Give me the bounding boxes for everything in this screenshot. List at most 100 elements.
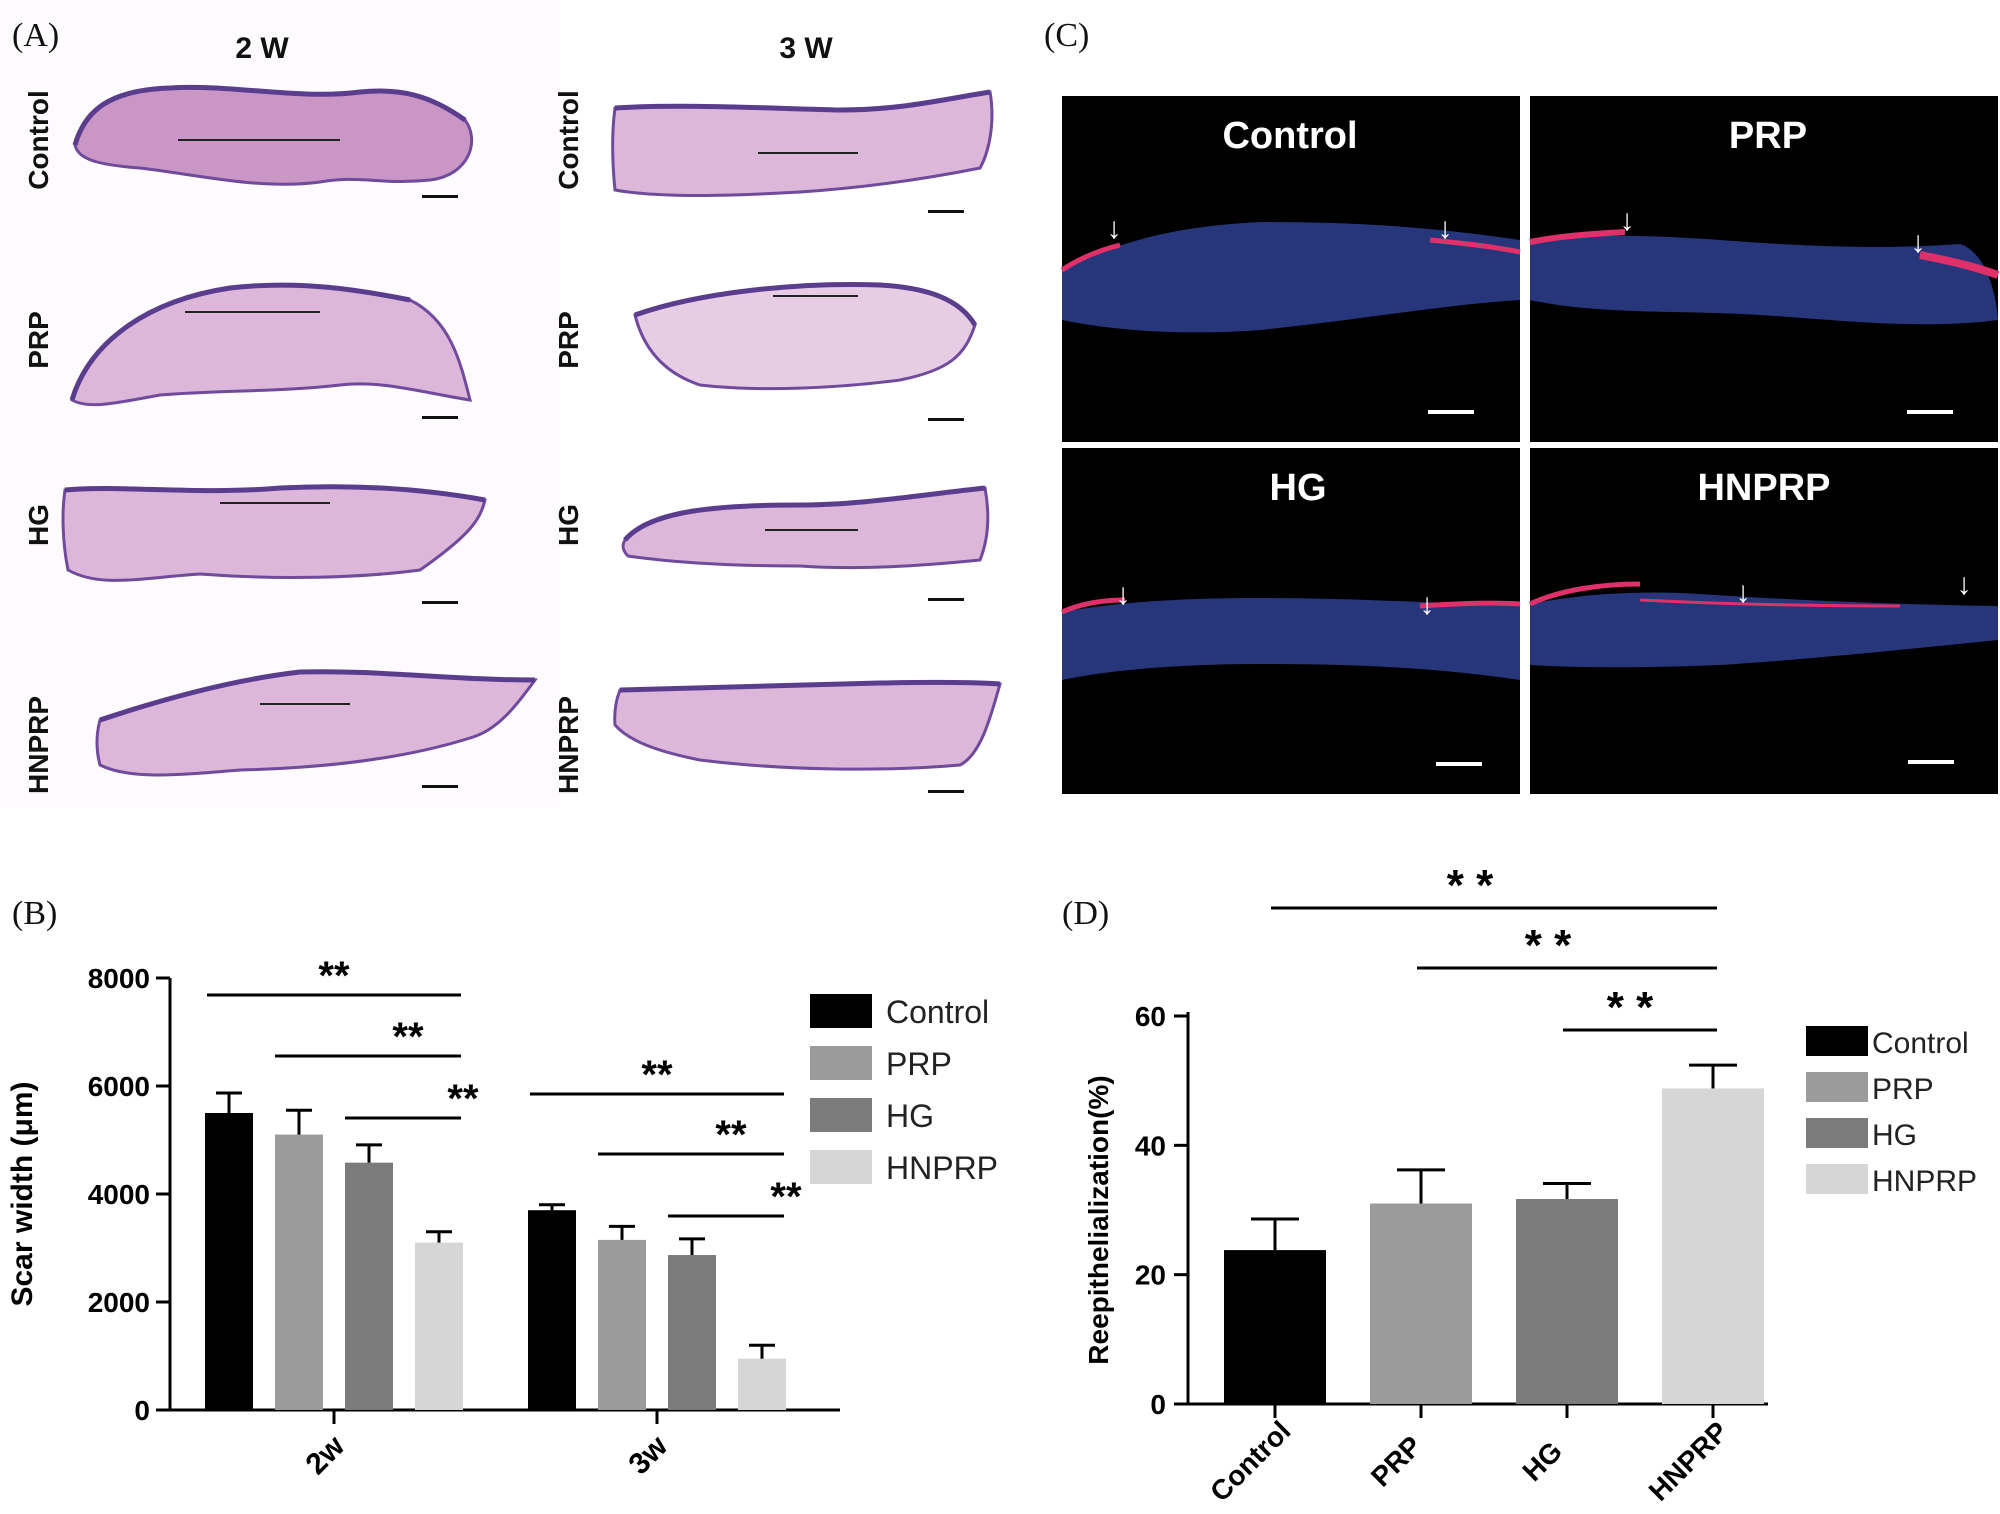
scar-width-chart: 0 2000 4000 6000 8000 Scar width (μm) 2w 3w ** **… [6, 954, 998, 1481]
he-section-hnprp-2w [95, 669, 538, 788]
significance-marker: ** [770, 1175, 802, 1219]
y-tick-label: 6000 [88, 1071, 150, 1102]
x-tick-label: 2w [299, 1429, 351, 1481]
row-label-hnprp-2w: HNPRP [23, 696, 54, 794]
bar-prp-2w [275, 1134, 323, 1410]
row-label-control-2w: Control [23, 90, 54, 190]
x-tick-label: PRP [1365, 1430, 1428, 1493]
he-section-hnprp-3w [613, 679, 1002, 793]
fluor-tile-label-hg: HG [1270, 467, 1327, 509]
arrow-icon: ↓ [1107, 212, 1122, 245]
legend-label-hg: HG [886, 1098, 934, 1134]
fluor-tile-prp: PRP ↓ ↓ [1529, 96, 2000, 442]
he-section-control-2w [72, 84, 474, 198]
y-tick-label: 20 [1135, 1260, 1166, 1291]
legend-label-hnprp: HNPRP [1872, 1165, 1977, 1198]
significance-marker: * * [1525, 921, 1572, 970]
arrow-icon: ↓ [1736, 576, 1751, 609]
panel-d-label: (D) [1062, 895, 1109, 932]
arrow-icon: ↓ [1420, 588, 1435, 621]
y-axis-title: Scar width (μm) [6, 1081, 39, 1306]
x-tick-label: HNPRP [1643, 1416, 1734, 1507]
legend-label-prp: PRP [1872, 1073, 1934, 1106]
legend-label-control: Control [1872, 1027, 1969, 1060]
bar-prp [1370, 1203, 1472, 1404]
he-section-prp-2w [69, 282, 473, 419]
bar-hg-3w [668, 1255, 716, 1410]
significance-marker: ** [715, 1113, 747, 1157]
row-label-prp-3w: PRP [553, 311, 584, 369]
legend-swatch-hg [810, 1098, 872, 1132]
fluor-tile-control: Control ↓ ↓ [1060, 96, 1521, 442]
legend-swatch-control [1806, 1026, 1868, 1056]
legend-swatch-prp [1806, 1072, 1868, 1102]
fluor-tile-hg: HG ↓ ↓ [1060, 448, 1521, 794]
row-label-hnprp-3w: HNPRP [553, 696, 584, 794]
he-section-hg-2w [61, 484, 487, 604]
fluor-tile-label-prp: PRP [1729, 115, 1807, 157]
arrow-icon: ↓ [1620, 204, 1635, 237]
y-tick-label: 60 [1135, 1001, 1166, 1032]
bar-control-3w [528, 1210, 576, 1410]
x-tick-label: Control [1204, 1415, 1296, 1507]
legend-label-prp: PRP [886, 1046, 952, 1082]
significance-marker: ** [641, 1053, 673, 1097]
arrow-icon: ↓ [1957, 568, 1972, 601]
y-tick-label: 40 [1135, 1130, 1166, 1161]
bar-control [1224, 1250, 1326, 1404]
row-label-prp-2w: PRP [23, 311, 54, 369]
arrow-icon: ↓ [1116, 578, 1131, 611]
legend-label-control: Control [886, 994, 989, 1030]
row-label-hg-3w: HG [553, 504, 584, 546]
he-section-control-3w [611, 89, 994, 213]
significance-marker: ** [447, 1077, 479, 1121]
bar-hnprp-3w [738, 1358, 786, 1410]
y-tick-label: 0 [134, 1395, 150, 1426]
bar-hnprp-2w [415, 1242, 463, 1410]
bar-hg [1516, 1199, 1618, 1404]
panel-d: (D) 0 20 40 60 Reepithelialization(%) Control… [1062, 861, 1977, 1507]
y-tick-label: 4000 [88, 1179, 150, 1210]
significance-marker: * * [1447, 861, 1494, 910]
bar-prp-3w [598, 1239, 646, 1410]
bar-control-2w [205, 1113, 253, 1410]
fluor-tile-hnprp: HNPRP ↓ ↓ [1528, 448, 1998, 794]
column-header-2w: 2 W [235, 32, 289, 65]
arrow-icon: ↓ [1438, 212, 1453, 245]
bar-hg-2w [345, 1162, 393, 1410]
panel-a-label: (A) [12, 17, 59, 54]
significance-marker: * * [1607, 983, 1654, 1032]
column-header-3w: 3 W [779, 32, 833, 65]
y-tick-label: 0 [1150, 1389, 1166, 1420]
legend-label-hnprp: HNPRP [886, 1150, 998, 1186]
panel-b: (B) 0 2000 4000 6000 8000 Scar width (μm) 2w 3w… [6, 895, 998, 1481]
panel-c: (C) Control ↓ ↓ PRP ↓ ↓ HG [1044, 17, 2000, 794]
x-tick-label: HG [1516, 1435, 1568, 1487]
fluor-tile-label-hnprp: HNPRP [1697, 467, 1830, 509]
he-section-prp-3w [633, 281, 978, 421]
legend-swatch-hg [1806, 1118, 1868, 1148]
panel-a: (A) 2 W 3 W Control PRP HG HNPRP Control… [0, 0, 1002, 808]
bar-hnprp [1662, 1088, 1764, 1404]
y-axis-title: Reepithelialization(%) [1083, 1075, 1114, 1364]
legend-swatch-control [810, 994, 872, 1028]
significance-marker: ** [318, 954, 350, 998]
legend-swatch-prp [810, 1046, 872, 1080]
x-tick-label: 3w [622, 1429, 674, 1481]
row-label-hg-2w: HG [23, 504, 54, 546]
legend-swatch-hnprp [1806, 1164, 1868, 1194]
panel-c-label: (C) [1044, 17, 1089, 54]
arrow-icon: ↓ [1911, 226, 1926, 259]
fluor-tile-label-control: Control [1222, 115, 1357, 157]
reepithelialization-chart: 0 20 40 60 Reepithelialization(%) Control PRP H… [1083, 861, 1977, 1507]
significance-marker: ** [392, 1015, 424, 1059]
row-label-control-3w: Control [553, 90, 584, 190]
he-section-hg-3w [621, 485, 990, 601]
panel-b-label: (B) [12, 895, 57, 932]
legend-swatch-hnprp [810, 1150, 872, 1184]
legend-label-hg: HG [1872, 1119, 1917, 1152]
y-tick-label: 2000 [88, 1287, 150, 1318]
y-tick-label: 8000 [88, 963, 150, 994]
